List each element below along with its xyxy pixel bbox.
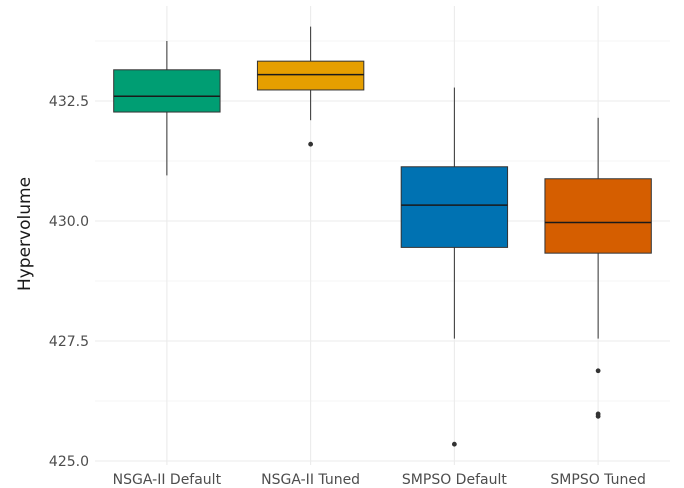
box-group — [400, 87, 509, 447]
y-tick-label: 432.5 — [49, 94, 89, 110]
outlier-point — [308, 141, 314, 147]
box-iqr — [544, 178, 652, 254]
boxes-layer — [113, 26, 652, 447]
box-group — [113, 41, 221, 176]
x-tick-label: SMPSO Tuned — [550, 472, 645, 488]
x-axis-tick-labels: NSGA-II Default NSGA-II Tuned SMPSO Defaul… — [113, 472, 646, 488]
outlier-point — [595, 413, 601, 419]
box-group — [256, 26, 365, 147]
x-tick-label: SMPSO Default — [402, 472, 507, 488]
y-axis-title: Hypervolume — [15, 177, 35, 291]
minor-gridlines — [95, 40, 670, 402]
box-iqr — [256, 60, 365, 91]
y-tick-label: 430.0 — [49, 214, 89, 230]
x-tick-label: NSGA-II Tuned — [261, 472, 360, 488]
box-iqr — [400, 166, 509, 248]
box-iqr — [113, 69, 221, 113]
y-tick-label: 427.5 — [49, 334, 89, 350]
x-tick-label: NSGA-II Default — [113, 472, 222, 488]
outlier-point — [595, 368, 601, 374]
outlier-point — [451, 441, 457, 447]
box-group — [544, 117, 652, 419]
major-gridlines — [95, 6, 670, 465]
y-tick-label: 425.0 — [49, 454, 89, 470]
y-axis-tick-labels: 425.0 427.5 430.0 432.5 — [49, 94, 89, 470]
